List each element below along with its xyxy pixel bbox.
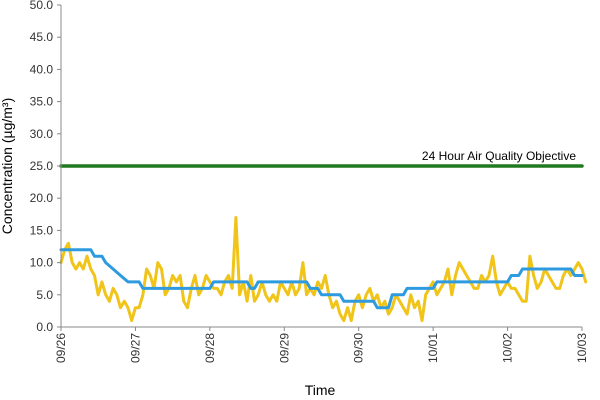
y-tick-label: 15.0	[30, 223, 54, 237]
y-tick-label: 20.0	[30, 191, 54, 205]
x-tick-label: 10/03	[575, 333, 589, 363]
x-tick-label: 09/27	[128, 333, 142, 363]
axes: 0.0 5.0 10.0 15.0 20.0 25.0 30.0 35.0 40.0 45.0 50…	[30, 0, 589, 363]
x-tick-label: 09/28	[203, 333, 217, 363]
y-tick-label: 0.0	[36, 320, 53, 334]
x-tick-label: 10/02	[501, 333, 515, 363]
annotation-layer: 24 Hour Air Quality Objective	[422, 149, 576, 163]
objective-label: 24 Hour Air Quality Objective	[422, 149, 576, 163]
x-tick-label: 10/01	[426, 333, 440, 363]
series-layer	[59, 164, 588, 323]
y-tick-label: 10.0	[30, 256, 54, 270]
y-tick-label: 50.0	[30, 0, 54, 12]
rolling-average-line	[59, 248, 584, 310]
y-tick-label: 30.0	[30, 127, 54, 141]
y-tick-label: 40.0	[30, 62, 54, 76]
y-tick-label: 25.0	[30, 159, 54, 173]
x-tick-label: 09/29	[277, 333, 291, 363]
hourly-concentration-line	[59, 216, 588, 323]
x-axis-title: Time	[305, 382, 336, 398]
y-tick-label: 45.0	[30, 30, 54, 44]
y-tick-label: 35.0	[30, 95, 54, 109]
y-tick-label: 5.0	[36, 288, 53, 302]
x-tick-label: 09/26	[54, 333, 68, 363]
y-axis-title: Concentration (µg/m³)	[0, 98, 15, 234]
x-tick-label: 09/30	[352, 333, 366, 363]
